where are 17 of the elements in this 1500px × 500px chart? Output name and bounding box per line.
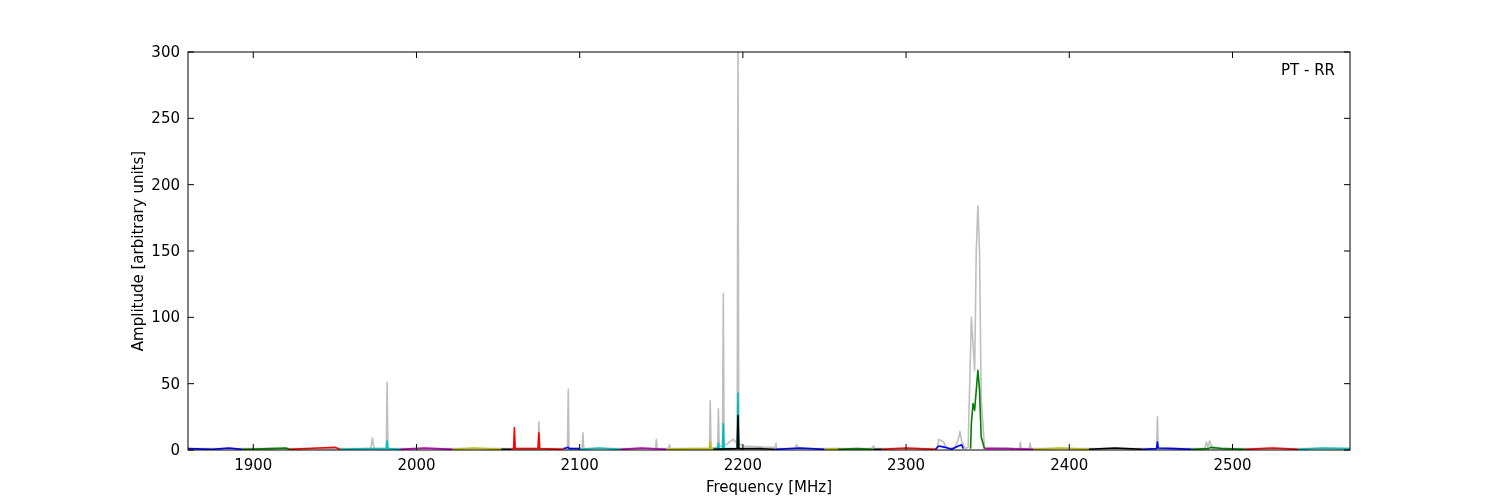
x-tick-label: 2200: [723, 456, 762, 474]
y-axis-title: Amplitude [arbitrary units]: [129, 150, 147, 352]
x-tick-label: 2500: [1213, 456, 1252, 474]
y-tick-label: 0: [170, 441, 180, 459]
y-tick-label: 200: [151, 175, 180, 194]
x-tick-label: 2400: [1050, 456, 1089, 474]
y-tick-label: 250: [151, 109, 180, 128]
x-tick-label: 2300: [887, 456, 926, 474]
y-tick-label: 100: [151, 308, 180, 327]
y-tick-label: 50: [160, 374, 180, 393]
x-axis-title: Frequency [MHz]: [705, 478, 833, 496]
y-tick-label: 150: [151, 242, 180, 260]
annotation: PT - RR: [1280, 61, 1335, 79]
x-tick-label: 2100: [560, 456, 599, 474]
y-tick-label: 300: [151, 43, 180, 61]
x-tick-label: 1900: [234, 456, 273, 474]
x-tick-label: 2000: [397, 456, 436, 474]
